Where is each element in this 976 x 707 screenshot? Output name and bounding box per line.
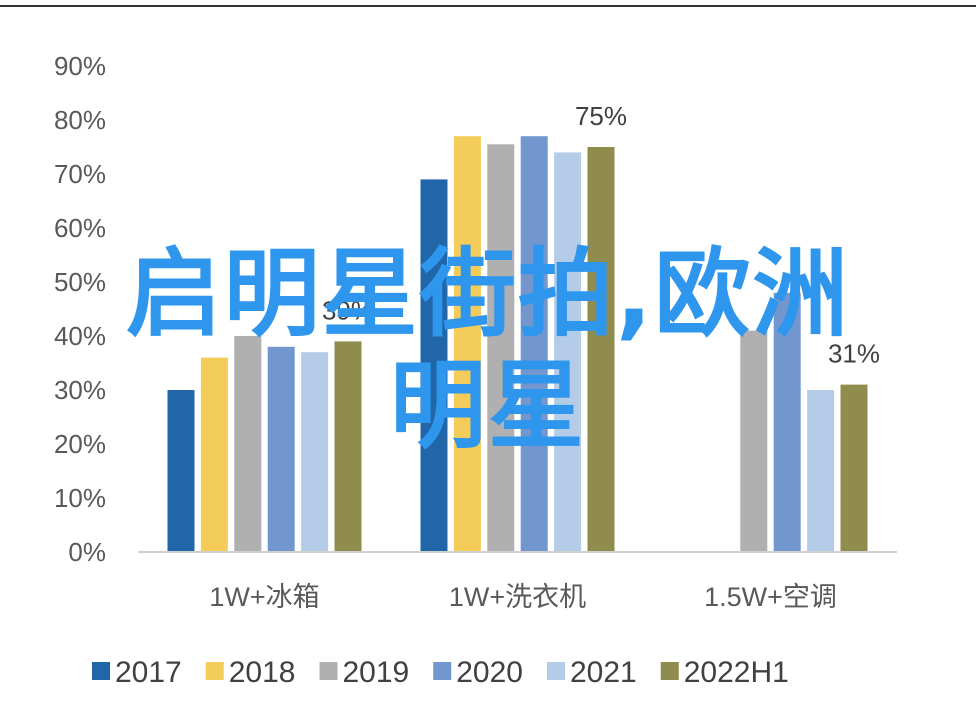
legend-item-2019: 2019	[319, 656, 410, 689]
legend-item-2018: 2018	[205, 656, 296, 689]
y-tick-label: 70%	[54, 159, 106, 189]
legend-label: 2022H1	[684, 656, 789, 689]
legend-swatch	[92, 662, 110, 680]
legend-item-2022H1: 2022H1	[660, 656, 789, 689]
bar-2022H1-3	[840, 384, 868, 552]
x-axis: 1W+冰箱 1W+洗衣机 1.5W+空调	[209, 582, 837, 612]
bar-2018-2	[453, 136, 481, 552]
legend-swatch	[547, 662, 565, 680]
bar-2020-2	[520, 136, 548, 552]
data-labels: 39% 75% 31%	[322, 101, 880, 369]
plot-area	[167, 136, 868, 553]
data-label: 75%	[575, 101, 627, 131]
y-tick-label: 80%	[54, 105, 106, 135]
data-label: 39%	[322, 295, 374, 325]
x-category-label: 1W+洗衣机	[449, 582, 586, 612]
bar-2017-1	[167, 390, 195, 552]
legend-swatch	[433, 662, 452, 680]
legend-label: 2017	[115, 656, 182, 689]
y-tick-label: 0%	[68, 537, 106, 567]
legend-label: 2018	[229, 656, 296, 689]
legend-swatch	[205, 662, 224, 680]
legend-label: 2021	[570, 656, 637, 689]
x-category-label: 1W+冰箱	[209, 582, 319, 612]
y-tick-label: 90%	[54, 51, 106, 81]
bar-2022H1-1	[334, 341, 362, 552]
bar-2019-1	[234, 336, 262, 552]
bar-2021-3	[807, 390, 835, 552]
y-tick-label: 10%	[54, 483, 106, 513]
y-tick-label: 30%	[54, 375, 106, 405]
legend: 2017 2018 2019 2020 2021 2022H1	[92, 656, 789, 689]
legend-item-2017: 2017	[92, 656, 182, 689]
y-tick-label: 60%	[54, 213, 106, 243]
bar-2019-3	[740, 330, 768, 552]
legend-item-2020: 2020	[433, 656, 523, 689]
x-category-label: 1.5W+空调	[704, 582, 837, 612]
data-label: 31%	[828, 339, 880, 369]
legend-swatch	[319, 662, 338, 680]
bar-2017-2	[420, 179, 448, 552]
bar-2018-1	[200, 357, 228, 552]
legend-label: 2019	[343, 656, 410, 689]
bar-2021-1	[301, 352, 329, 552]
legend-swatch	[660, 662, 679, 680]
y-tick-label: 40%	[54, 321, 106, 351]
y-tick-label: 20%	[54, 429, 106, 459]
y-axis: 0% 10% 20% 30% 40% 50% 60% 70% 80% 90%	[54, 51, 106, 567]
bar-2021-2	[554, 152, 582, 552]
bar-2022H1-2	[587, 147, 615, 552]
bar-2020-3	[773, 292, 801, 552]
bar-2020-1	[267, 346, 295, 552]
legend-label: 2020	[456, 656, 523, 689]
bar-2019-2	[487, 144, 515, 553]
legend-item-2021: 2021	[547, 656, 637, 689]
y-tick-label: 50%	[54, 267, 106, 297]
